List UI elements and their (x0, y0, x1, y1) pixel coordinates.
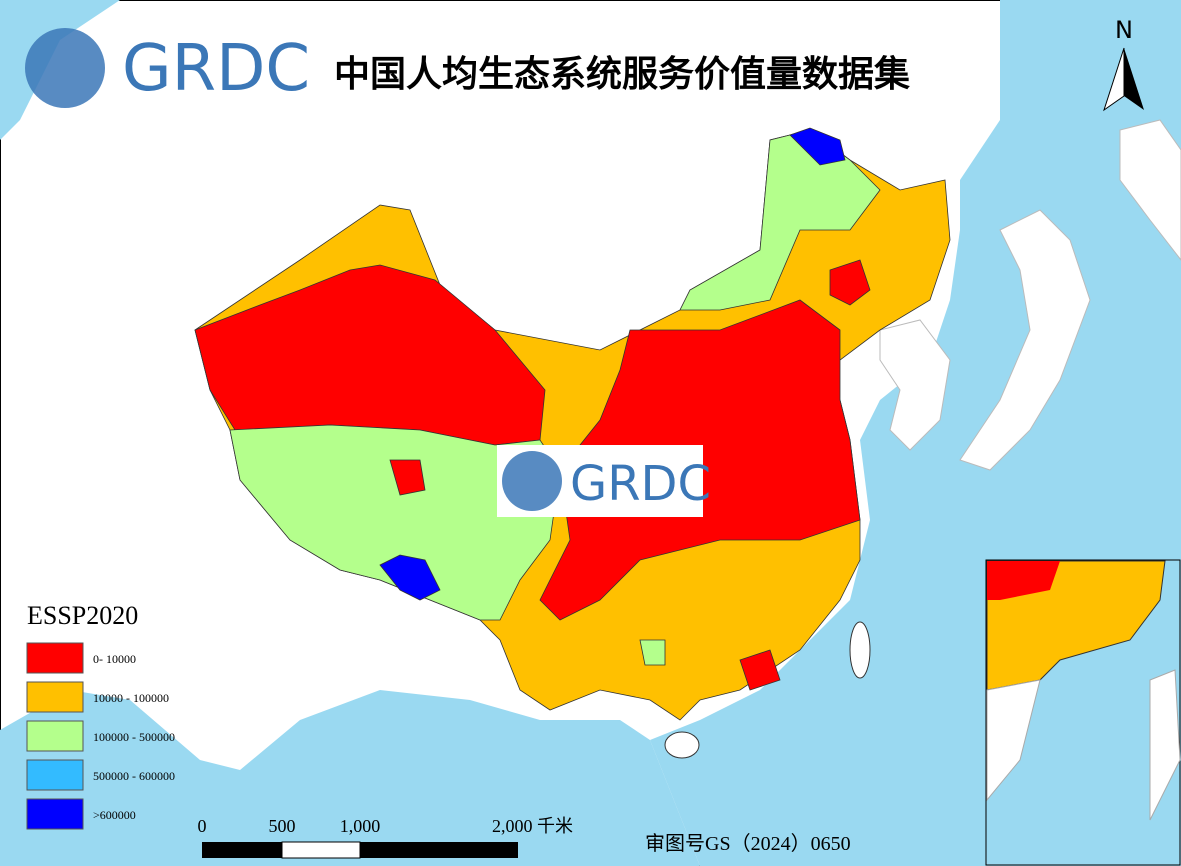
scale-label: 2,000 千米 (492, 816, 573, 836)
japan (959, 209, 1091, 471)
sea (0, 0, 120, 140)
hainan (664, 731, 700, 759)
legend-label: 0- 10000 (93, 652, 136, 666)
map-title: 中国人均生态系统服务价值量数据集 (334, 54, 910, 94)
taiwan (849, 621, 871, 679)
region (379, 554, 441, 601)
scale-bar: 0 500 1,000 2,000 千米 (198, 816, 573, 859)
scale-label: 1,000 (340, 816, 381, 836)
scale-label: 500 (269, 816, 296, 836)
legend-label: >600000 (93, 808, 136, 822)
legend-label: 500000 - 600000 (93, 769, 175, 783)
north-arrow (1124, 48, 1144, 110)
inset-land (987, 561, 1060, 600)
legend-swatch (26, 759, 84, 791)
legend-label: 100000 - 500000 (93, 730, 175, 744)
scale-label: 0 (198, 816, 207, 836)
region (679, 129, 881, 311)
inset-land (1149, 669, 1181, 821)
north-label: N (1115, 16, 1133, 44)
region (739, 649, 781, 691)
logo-text: GRDC (122, 32, 310, 106)
scale-segment (281, 841, 361, 859)
sea (0, 690, 700, 866)
legend-swatch (26, 798, 84, 830)
legend-label: 10000 - 100000 (93, 691, 169, 705)
region (389, 459, 426, 496)
regions (194, 127, 951, 721)
legend-swatch (26, 720, 84, 752)
inset-land (986, 679, 1041, 802)
region (639, 639, 666, 666)
island (1119, 119, 1181, 261)
legend-swatch (26, 642, 84, 674)
legend: ESSP2020 0- 10000 10000 - 100000 100000 - … (26, 601, 175, 830)
korea (879, 319, 951, 451)
scale-segment (202, 842, 282, 858)
legend-swatch (26, 681, 84, 713)
scale-segment (360, 842, 518, 858)
region (829, 259, 871, 306)
legend-title: ESSP2020 (27, 601, 138, 630)
logo-globe (25, 28, 105, 108)
map-number: 审图号GS（2024）0650 (645, 832, 851, 855)
region (789, 127, 846, 166)
region (229, 424, 561, 621)
watermark-text: GRDC (570, 456, 711, 512)
watermark-globe (502, 451, 562, 511)
